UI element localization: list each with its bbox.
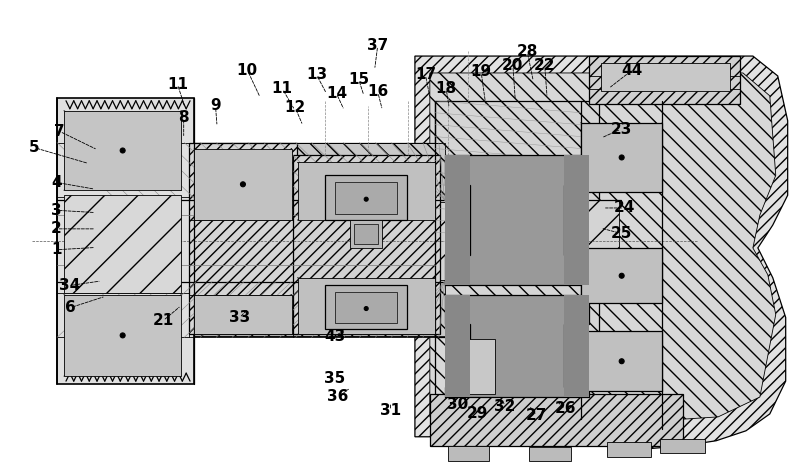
- Text: 11: 11: [272, 81, 293, 96]
- Bar: [190, 142, 297, 334]
- Text: 4: 4: [51, 175, 62, 190]
- Circle shape: [364, 306, 368, 311]
- Bar: [434, 101, 599, 337]
- Bar: [57, 280, 445, 336]
- Text: 34: 34: [59, 278, 81, 293]
- Text: 17: 17: [415, 67, 436, 82]
- Bar: [350, 220, 382, 248]
- Text: 10: 10: [237, 63, 258, 78]
- Text: 29: 29: [467, 406, 489, 421]
- Bar: [448, 446, 490, 460]
- Bar: [64, 195, 182, 293]
- Text: 43: 43: [324, 329, 346, 344]
- Bar: [57, 142, 445, 336]
- Text: 12: 12: [285, 100, 306, 115]
- Text: 3: 3: [51, 203, 62, 218]
- Bar: [445, 156, 470, 285]
- Text: 21: 21: [152, 313, 174, 328]
- Bar: [298, 278, 434, 334]
- Text: 31: 31: [380, 403, 401, 418]
- Bar: [293, 156, 440, 334]
- Polygon shape: [445, 295, 589, 397]
- Bar: [581, 248, 662, 303]
- Text: 22: 22: [534, 58, 555, 73]
- Text: 7: 7: [54, 124, 65, 139]
- Bar: [661, 439, 705, 453]
- Text: 20: 20: [502, 58, 524, 73]
- Text: 35: 35: [324, 371, 346, 386]
- Text: 27: 27: [526, 408, 547, 423]
- Bar: [354, 224, 378, 244]
- Bar: [57, 200, 618, 282]
- Circle shape: [619, 359, 624, 364]
- Circle shape: [120, 148, 125, 153]
- Bar: [530, 447, 571, 460]
- Text: 33: 33: [229, 311, 250, 325]
- Bar: [298, 163, 434, 220]
- Bar: [448, 340, 495, 394]
- Circle shape: [120, 333, 125, 338]
- Circle shape: [619, 155, 624, 160]
- Text: 14: 14: [326, 86, 347, 101]
- Text: 1: 1: [51, 242, 62, 257]
- Bar: [194, 295, 292, 334]
- Bar: [581, 123, 662, 192]
- Bar: [64, 295, 182, 376]
- Bar: [335, 292, 397, 324]
- Text: 32: 32: [494, 399, 516, 414]
- Bar: [581, 332, 662, 391]
- Text: 24: 24: [614, 200, 635, 215]
- Bar: [564, 156, 589, 285]
- Bar: [326, 285, 407, 329]
- Bar: [601, 63, 730, 91]
- Text: 28: 28: [517, 44, 538, 59]
- Text: 25: 25: [610, 226, 632, 241]
- Bar: [589, 56, 740, 104]
- Circle shape: [241, 182, 246, 187]
- Text: 5: 5: [29, 140, 39, 155]
- Polygon shape: [445, 156, 589, 285]
- Text: 18: 18: [435, 81, 457, 96]
- Text: 16: 16: [367, 85, 388, 99]
- Text: 15: 15: [348, 72, 370, 87]
- Bar: [430, 394, 683, 446]
- Text: 6: 6: [65, 300, 75, 315]
- Text: 36: 36: [327, 389, 349, 404]
- Circle shape: [619, 273, 624, 278]
- Text: 44: 44: [622, 63, 643, 78]
- Polygon shape: [415, 56, 788, 449]
- Text: 8: 8: [178, 110, 189, 125]
- Bar: [335, 182, 397, 214]
- Text: 26: 26: [554, 402, 576, 417]
- Text: 37: 37: [367, 38, 388, 53]
- Bar: [564, 295, 589, 397]
- Bar: [606, 442, 651, 457]
- Bar: [57, 98, 194, 384]
- Text: 11: 11: [167, 77, 188, 92]
- Circle shape: [364, 197, 368, 201]
- Text: 19: 19: [470, 64, 492, 79]
- Bar: [326, 175, 407, 220]
- Polygon shape: [430, 73, 776, 421]
- Text: 9: 9: [210, 99, 221, 113]
- Bar: [57, 142, 445, 202]
- Bar: [194, 149, 292, 220]
- Text: 2: 2: [51, 221, 62, 236]
- Text: 23: 23: [610, 121, 632, 136]
- Bar: [64, 111, 182, 190]
- Bar: [445, 295, 470, 397]
- Text: 13: 13: [306, 67, 327, 82]
- Text: 30: 30: [446, 397, 468, 412]
